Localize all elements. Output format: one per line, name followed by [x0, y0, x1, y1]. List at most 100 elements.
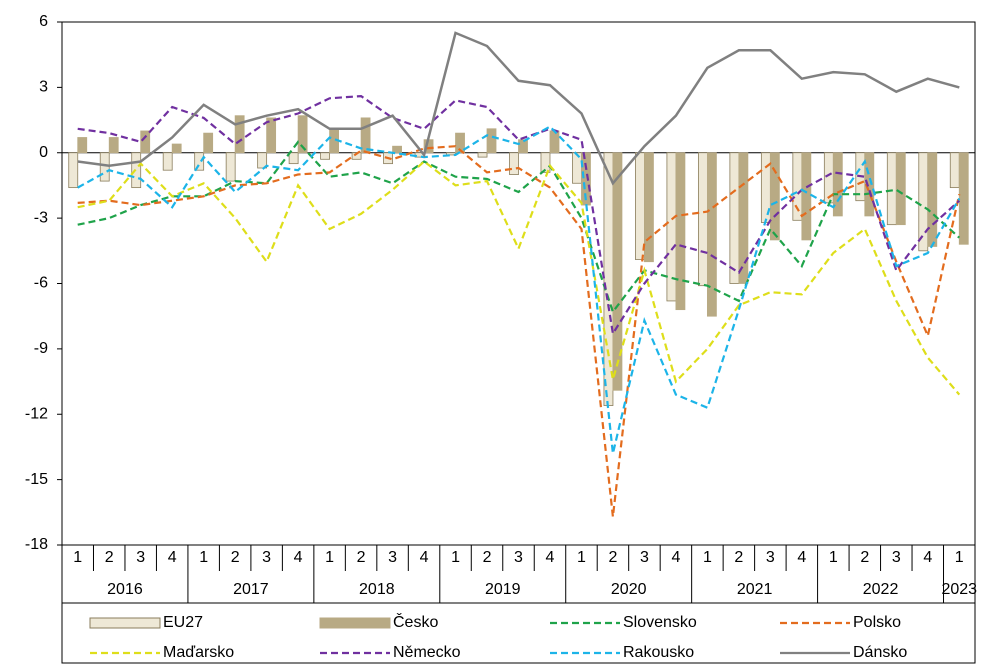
x-tick-label: 4 [294, 549, 303, 566]
bar [518, 139, 528, 154]
y-tick-label: -15 [25, 471, 48, 488]
line [77, 125, 961, 454]
legend-label: Německo [393, 644, 461, 661]
year-label: 2021 [737, 581, 773, 598]
bar [769, 152, 780, 241]
bar [162, 152, 173, 171]
bar [572, 152, 582, 184]
x-tick-label: 2 [357, 549, 366, 566]
bar [477, 152, 488, 158]
bar [171, 143, 182, 154]
bar [864, 152, 875, 217]
x-tick-label: 2 [105, 549, 114, 566]
bar [509, 152, 519, 175]
bar [392, 145, 402, 154]
x-tick-label: 1 [703, 549, 712, 566]
line [77, 145, 961, 517]
bar [225, 152, 236, 182]
x-tick-label: 4 [923, 549, 932, 566]
bar [886, 152, 897, 226]
y-tick-label: -6 [34, 275, 48, 292]
bar [203, 132, 214, 154]
bar [927, 152, 938, 247]
x-tick-label: 4 [797, 549, 806, 566]
x-tick-label: 3 [136, 549, 145, 566]
bar [697, 152, 708, 287]
bar [706, 152, 717, 317]
x-tick-label: 4 [168, 549, 177, 566]
legend-label: Rakousko [623, 644, 694, 661]
bar [297, 115, 308, 154]
x-tick-label: 4 [546, 549, 555, 566]
bar [266, 117, 277, 154]
bar [68, 152, 79, 189]
plot-frame [61, 21, 976, 546]
y-tick-label: -12 [25, 405, 48, 422]
x-tick-label: 4 [671, 549, 680, 566]
bar [320, 152, 331, 160]
legend-label: Polsko [853, 614, 901, 631]
year-label: 2016 [107, 581, 143, 598]
year-label: 2023 [941, 581, 977, 598]
y-tick-label: 6 [39, 13, 48, 30]
legend-swatch [89, 617, 161, 629]
bar [540, 152, 551, 173]
x-tick-label: 3 [640, 549, 649, 566]
x-tick-label: 1 [829, 549, 838, 566]
bar [729, 152, 740, 284]
bar [288, 152, 299, 165]
year-label: 2017 [233, 581, 269, 598]
x-tick-label: 2 [231, 549, 240, 566]
legend-label: Maďarsko [163, 644, 234, 661]
legend-label: Dánsko [853, 644, 907, 661]
legend-label: EU27 [163, 614, 203, 631]
bar [194, 152, 205, 171]
legend-swatch [319, 617, 391, 629]
bar [635, 152, 645, 260]
bar [958, 152, 969, 245]
bar [549, 130, 560, 154]
x-tick-label: 1 [451, 549, 460, 566]
y-tick-label: -9 [34, 340, 48, 357]
x-tick-label: 3 [892, 549, 901, 566]
legend-label: Slovensko [623, 614, 697, 631]
bar [612, 152, 623, 391]
bar [108, 137, 119, 154]
bar [801, 152, 812, 241]
bar [486, 128, 497, 154]
legend-frame [61, 602, 976, 664]
y-tick-label: 3 [39, 79, 48, 96]
bar [675, 152, 686, 311]
x-tick-label: 2 [608, 549, 617, 566]
x-tick-label: 1 [577, 549, 586, 566]
y-tick-label: -3 [34, 209, 48, 226]
year-label: 2019 [485, 581, 521, 598]
line [77, 31, 960, 186]
bar [257, 152, 268, 169]
line [77, 94, 961, 337]
bar [895, 152, 906, 226]
bar [832, 152, 843, 217]
year-label: 2022 [863, 581, 899, 598]
x-tick-label: 2 [734, 549, 743, 566]
bar [140, 130, 151, 154]
x-tick-label: 1 [325, 549, 334, 566]
x-tick-label: 2 [860, 549, 869, 566]
bar [644, 152, 654, 263]
x-tick-label: 4 [420, 549, 429, 566]
bar [77, 137, 88, 154]
y-tick-label: 0 [39, 144, 48, 161]
x-tick-label: 2 [483, 549, 492, 566]
year-label: 2020 [611, 581, 647, 598]
bar [603, 152, 614, 406]
year-label: 2018 [359, 581, 395, 598]
bar [918, 152, 929, 252]
x-tick-label: 1 [955, 549, 964, 566]
line [77, 160, 961, 396]
y-tick-label: -18 [25, 536, 48, 553]
x-tick-label: 3 [262, 549, 271, 566]
bar [234, 115, 245, 154]
x-tick-label: 3 [766, 549, 775, 566]
x-tick-label: 1 [73, 549, 82, 566]
